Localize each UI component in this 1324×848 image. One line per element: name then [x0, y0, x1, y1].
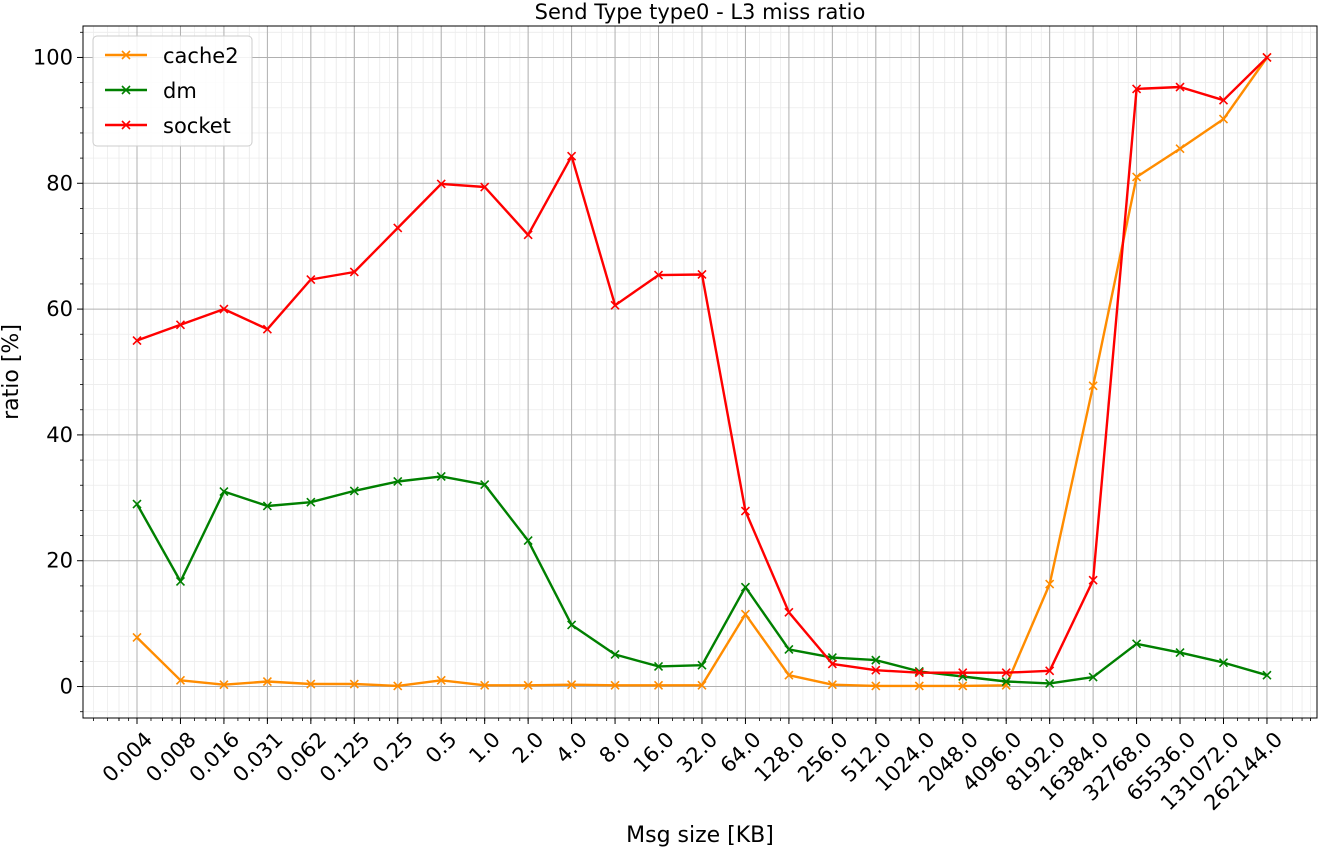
grid-major [83, 26, 1317, 718]
data-point-dm [567, 620, 577, 630]
data-point-dm [784, 644, 794, 654]
data-point-cache2 [1175, 144, 1185, 154]
x-axis-label: Msg size [KB] [626, 823, 774, 848]
data-point-socket [697, 269, 707, 280]
data-point-cache2 [306, 679, 316, 689]
data-point-socket [1045, 666, 1055, 676]
y-tick-label: 40 [46, 423, 73, 447]
legend-label-cache2: cache2 [163, 44, 239, 68]
data-point-dm [1045, 678, 1055, 688]
data-point-cache2 [871, 681, 881, 691]
data-point-socket [958, 668, 968, 678]
data-point-socket [1132, 84, 1142, 94]
data-point-cache2 [784, 670, 794, 680]
data-point-socket [175, 320, 186, 330]
data-point-dm [306, 497, 316, 507]
data-point-socket [393, 223, 403, 233]
data-point-cache2 [567, 680, 577, 690]
data-point-cache2 [827, 680, 837, 690]
data-point-dm [1218, 658, 1229, 668]
data-point-dm [219, 486, 229, 497]
data-point-socket [1001, 668, 1011, 678]
data-point-socket [436, 179, 446, 189]
data-point-dm [480, 480, 490, 490]
data-point-socket [914, 668, 924, 678]
data-point-socket [827, 659, 837, 669]
data-point-cache2 [262, 676, 272, 687]
y-tick-label: 100 [33, 45, 73, 69]
data-point-socket [653, 270, 664, 280]
y-tick-label: 80 [46, 171, 73, 195]
legend-label-dm: dm [163, 79, 197, 103]
y-tick-label: 20 [46, 549, 73, 573]
data-point-cache2 [393, 681, 403, 691]
data-point-dm [610, 649, 620, 660]
data-point-socket [306, 274, 316, 285]
data-point-dm [132, 499, 142, 509]
data-point-cache2 [349, 679, 359, 689]
legend-marker-socket [121, 120, 131, 130]
data-point-dm [175, 576, 186, 587]
data-point-dm [914, 666, 924, 677]
data-point-socket [1262, 52, 1272, 63]
legend: cache2 dm socket [92, 35, 253, 147]
legend-marker-cache2 [121, 50, 131, 60]
data-point-cache2 [1218, 114, 1229, 124]
chart-title: Send Type type0 - L3 miss ratio [535, 0, 866, 24]
data-point-dm [653, 661, 664, 671]
data-point-dm [349, 486, 359, 496]
data-point-cache2 [523, 680, 533, 690]
data-point-socket [132, 335, 142, 346]
legend-box [92, 35, 253, 147]
data-point-cache2 [1045, 579, 1055, 589]
data-point-dm [1175, 648, 1185, 658]
data-point-cache2 [175, 675, 186, 685]
data-point-dm [740, 582, 751, 592]
data-point-dm [393, 476, 403, 487]
legend-marker-dm [121, 85, 131, 95]
y-tick-label: 60 [46, 297, 73, 321]
data-point-dm [1132, 639, 1142, 649]
data-point-dm [871, 655, 881, 665]
data-point-cache2 [958, 681, 968, 691]
data-point-socket [784, 607, 794, 617]
data-point-socket [262, 324, 272, 334]
data-point-socket [480, 182, 490, 192]
data-point-cache2 [1088, 381, 1098, 391]
data-point-socket [567, 151, 577, 161]
data-point-socket [219, 304, 229, 314]
data-point-cache2 [436, 675, 446, 685]
data-point-dm [436, 471, 446, 481]
data-point-dm [1262, 670, 1272, 680]
data-point-socket [1175, 82, 1185, 92]
data-point-dm [1001, 676, 1011, 687]
data-point-socket [1088, 575, 1098, 585]
data-point-cache2 [610, 680, 620, 690]
data-point-cache2 [132, 632, 142, 643]
legend-label-socket: socket [163, 114, 231, 138]
data-point-socket [871, 665, 881, 675]
data-point-dm [697, 660, 707, 670]
data-point-socket [349, 267, 359, 277]
data-point-socket [740, 506, 751, 516]
data-point-dm [523, 536, 533, 546]
y-tick-label: 0 [60, 675, 73, 699]
data-point-cache2 [219, 680, 229, 690]
data-point-cache2 [480, 680, 490, 690]
data-point-cache2 [653, 680, 664, 690]
plot-frame [82, 25, 1318, 719]
data-point-dm [1088, 672, 1098, 682]
data-point-cache2 [914, 681, 924, 691]
data-point-cache2 [697, 680, 707, 690]
data-point-socket [610, 300, 620, 310]
y-axis-label: ratio [%] [0, 324, 24, 420]
series-layer [132, 52, 1272, 691]
data-point-cache2 [740, 609, 751, 619]
data-point-socket [1218, 95, 1229, 105]
data-point-socket [523, 230, 533, 240]
data-point-cache2 [1132, 172, 1142, 182]
data-point-dm [262, 501, 272, 511]
